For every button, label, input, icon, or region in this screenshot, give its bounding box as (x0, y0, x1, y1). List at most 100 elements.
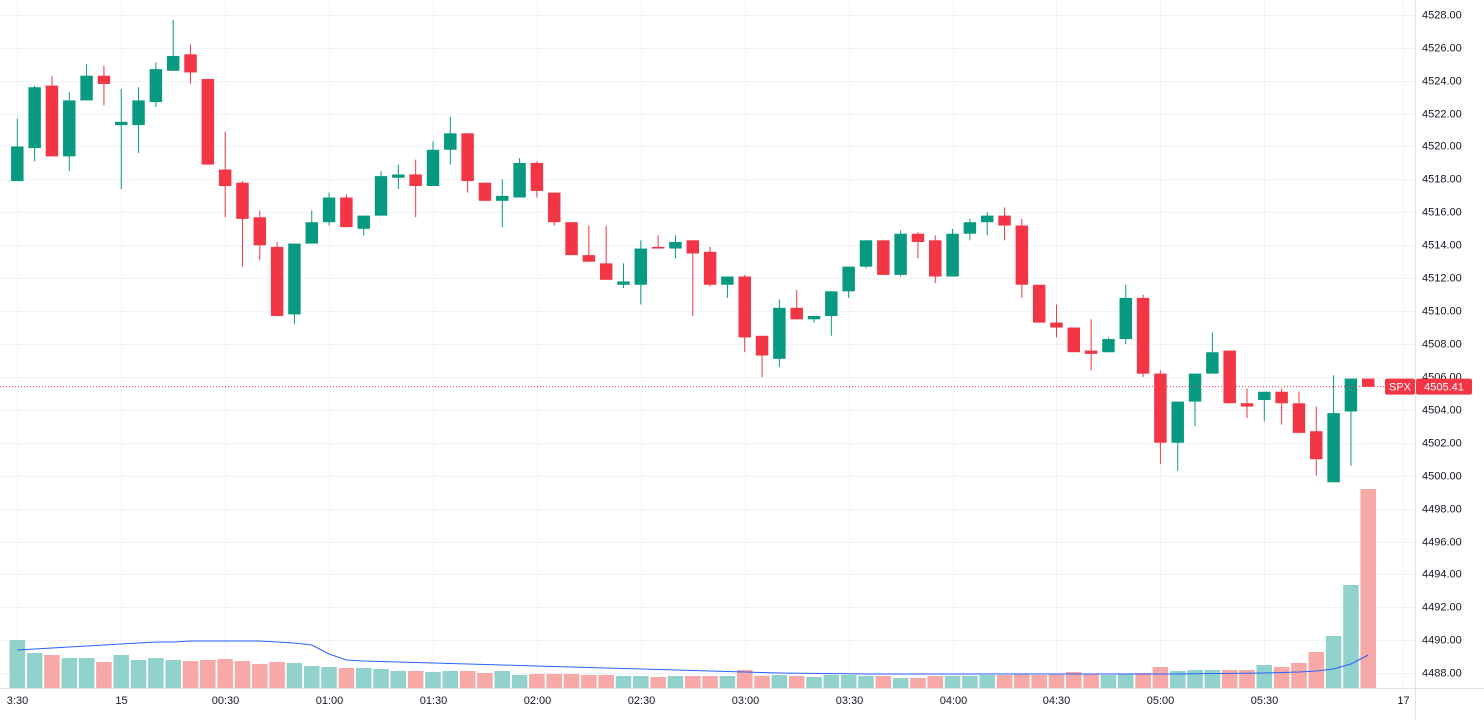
candle-body (911, 233, 925, 242)
volume-bar (355, 668, 372, 688)
volume-bar (736, 670, 753, 688)
y-tick-label: 4512.00 (1422, 272, 1462, 284)
volume-bar (494, 671, 511, 688)
candle-body (374, 176, 388, 216)
volume-bar (1204, 670, 1221, 688)
volume-bar (234, 661, 251, 688)
candle-body (461, 133, 474, 182)
y-tick-label: 4496.00 (1422, 536, 1462, 548)
candle-body (1188, 373, 1202, 402)
volume-bar (1135, 673, 1151, 688)
candle-body (1119, 297, 1132, 340)
candle-body (980, 215, 994, 223)
x-tick-label: 3:30 (7, 695, 28, 707)
x-tick-label: 04:30 (1043, 695, 1071, 707)
x-tick-label: 04:00 (940, 695, 968, 707)
candle-body (132, 100, 145, 126)
x-tick-label: 01:30 (420, 695, 448, 707)
candle-body (825, 291, 838, 317)
volume-bar (1308, 652, 1325, 688)
x-tick-label: 03:00 (732, 695, 760, 707)
candle-body (28, 87, 41, 149)
volume-bar (321, 667, 337, 688)
candle-body (1136, 297, 1150, 374)
volume-bar (200, 660, 216, 688)
candle-body (63, 100, 76, 157)
volume-bar (78, 658, 95, 688)
candle-body (565, 222, 578, 256)
candle-body (270, 246, 284, 317)
candle-body (496, 195, 509, 201)
candle-body (357, 215, 370, 229)
candle-body (617, 281, 630, 285)
candle-body (149, 69, 163, 103)
candle-body (1258, 391, 1271, 400)
y-tick-label: 4494.00 (1422, 568, 1462, 580)
y-tick-label: 4528.00 (1422, 9, 1462, 21)
candle-body (859, 240, 873, 267)
volume-bar (1014, 674, 1030, 688)
volume-bar (1360, 489, 1377, 688)
candle-body (651, 246, 665, 249)
volume-bar (1066, 672, 1082, 688)
candle-body (1292, 403, 1306, 433)
x-tick-label: 15 (115, 695, 127, 707)
volume-bar (217, 659, 233, 688)
volume-ma-line (17, 640, 1369, 675)
candle-body (547, 192, 561, 223)
candle-body (1171, 401, 1184, 443)
candles (0, 19, 1415, 483)
volume-bar (148, 658, 164, 688)
candle-body (1240, 403, 1254, 407)
candle-body (755, 335, 769, 356)
symbol-label: SPX (1389, 382, 1412, 394)
x-tick-label: 02:00 (524, 695, 552, 707)
volume-bar (130, 660, 147, 688)
volume-bar (944, 676, 961, 688)
candle-body (1223, 350, 1236, 404)
volume-pane (9, 489, 1377, 688)
candle-body (11, 146, 24, 182)
y-tick-label: 4522.00 (1422, 108, 1462, 120)
volume-bar (581, 675, 597, 688)
candle-body (1050, 322, 1063, 328)
volume-bar (996, 675, 1013, 688)
candle-body (963, 222, 977, 234)
candle-body (166, 55, 180, 71)
volume-bar (684, 676, 701, 688)
candle-body (1067, 327, 1081, 353)
x-tick-label: 05:00 (1147, 695, 1175, 707)
y-tick-label: 4516.00 (1422, 206, 1462, 218)
volume-bar (823, 675, 840, 688)
last-price-label: 4505.41 (1424, 382, 1464, 394)
candle-body (236, 182, 249, 219)
candle-body (530, 162, 544, 191)
candle-body (478, 182, 492, 201)
candle-body (115, 121, 128, 126)
candle-body (1206, 352, 1219, 374)
volume-bar (875, 676, 892, 688)
volume-bar (633, 676, 649, 688)
candle-body (703, 251, 717, 285)
volume-bar (44, 655, 60, 688)
candle-body (998, 215, 1011, 226)
candle-body (409, 174, 422, 186)
candle-body (721, 276, 734, 285)
volume-bar (529, 674, 545, 688)
candle-body (669, 241, 682, 249)
candle-body (184, 54, 197, 73)
y-tick-label: 4502.00 (1422, 437, 1462, 449)
volume-bar (303, 666, 320, 688)
volume-bar (1256, 665, 1273, 688)
volume-bar (477, 673, 493, 688)
y-tick-label: 4500.00 (1422, 470, 1462, 482)
candle-body (894, 233, 907, 275)
volume-bar (96, 662, 112, 688)
candle-body (322, 197, 336, 223)
volume-bar (9, 640, 26, 688)
volume-bar (1221, 670, 1238, 688)
candle-body (305, 222, 318, 244)
volume-bar (892, 678, 909, 688)
